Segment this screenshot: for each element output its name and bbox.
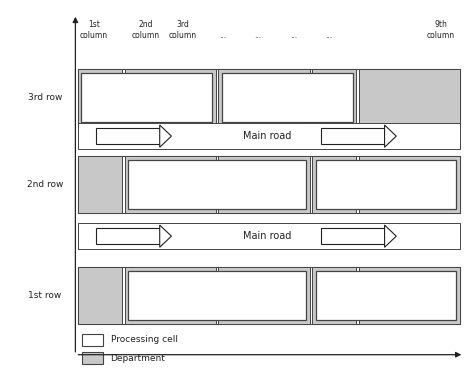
Bar: [82, 352, 103, 364]
Text: ...: ...: [290, 31, 297, 40]
Bar: [321, 228, 384, 244]
Bar: [125, 68, 216, 126]
Text: ...: ...: [219, 31, 227, 40]
Bar: [78, 223, 459, 249]
Text: ...: ...: [255, 31, 262, 40]
Bar: [312, 156, 356, 213]
Bar: [312, 267, 356, 324]
Text: Main road: Main road: [243, 231, 292, 241]
Bar: [218, 156, 310, 213]
Bar: [125, 156, 216, 213]
Bar: [359, 156, 459, 213]
Text: 1st row: 1st row: [28, 291, 62, 300]
Bar: [78, 156, 122, 213]
Text: 1st
column: 1st column: [80, 20, 108, 40]
Bar: [78, 267, 459, 324]
Bar: [82, 73, 212, 121]
Text: Main road: Main road: [243, 131, 292, 141]
Bar: [316, 160, 456, 209]
Bar: [218, 267, 310, 324]
Text: 2nd row: 2nd row: [27, 180, 63, 189]
Bar: [78, 123, 459, 149]
Bar: [316, 271, 456, 320]
Bar: [359, 68, 459, 126]
Bar: [78, 267, 122, 324]
Text: ...: ...: [325, 31, 332, 40]
Bar: [78, 156, 459, 213]
Text: Processing cell: Processing cell: [110, 335, 178, 344]
Text: 3rd row: 3rd row: [28, 93, 62, 102]
Bar: [82, 334, 103, 346]
Bar: [222, 73, 353, 121]
Bar: [78, 68, 459, 126]
Bar: [312, 68, 356, 126]
Bar: [125, 267, 216, 324]
Bar: [78, 68, 122, 126]
Polygon shape: [160, 225, 172, 247]
Text: 9th
column: 9th column: [427, 20, 455, 40]
Bar: [97, 128, 160, 144]
Bar: [359, 267, 459, 324]
Bar: [97, 228, 160, 244]
Text: 2nd
column: 2nd column: [132, 20, 160, 40]
Polygon shape: [384, 225, 396, 247]
Text: Department: Department: [110, 354, 165, 363]
Bar: [128, 271, 306, 320]
Bar: [128, 160, 306, 209]
Polygon shape: [160, 125, 172, 147]
Polygon shape: [384, 125, 396, 147]
Bar: [321, 128, 384, 144]
Bar: [218, 68, 310, 126]
Text: 3rd
column: 3rd column: [169, 20, 197, 40]
